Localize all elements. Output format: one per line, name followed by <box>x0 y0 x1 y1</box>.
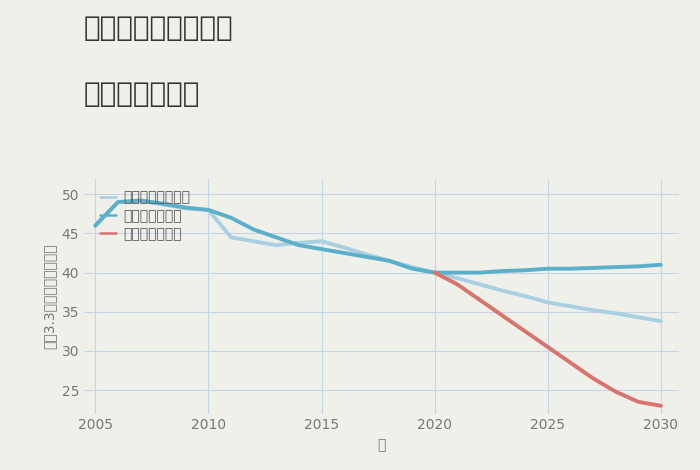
ノーマルシナリオ <box>476 282 484 287</box>
バッドシナリオ <box>498 313 507 319</box>
グッドシナリオ <box>476 270 484 275</box>
ノーマルシナリオ <box>498 288 507 293</box>
ノーマルシナリオ <box>657 318 665 324</box>
ノーマルシナリオ <box>612 311 620 316</box>
Line: バッドシナリオ: バッドシナリオ <box>435 273 661 406</box>
ノーマルシナリオ <box>544 299 552 305</box>
バッドシナリオ <box>566 360 575 366</box>
バッドシナリオ <box>430 270 439 275</box>
ノーマルシナリオ <box>272 243 281 248</box>
ノーマルシナリオ <box>521 293 529 299</box>
グッドシナリオ <box>295 243 303 248</box>
ノーマルシナリオ <box>589 307 597 313</box>
ノーマルシナリオ <box>453 275 461 281</box>
バッドシナリオ <box>634 399 643 405</box>
ノーマルシナリオ <box>317 238 326 244</box>
グッドシナリオ <box>272 235 281 240</box>
グッドシナリオ <box>612 264 620 270</box>
Line: ノーマルシナリオ: ノーマルシナリオ <box>95 201 661 321</box>
グッドシナリオ <box>181 205 190 211</box>
グッドシナリオ <box>498 268 507 274</box>
Line: グッドシナリオ: グッドシナリオ <box>95 201 661 273</box>
グッドシナリオ <box>317 246 326 252</box>
グッドシナリオ <box>113 199 122 205</box>
グッドシナリオ <box>566 266 575 272</box>
Text: 兵庫県姫路市八代の: 兵庫県姫路市八代の <box>84 14 234 42</box>
X-axis label: 年: 年 <box>377 438 386 452</box>
ノーマルシナリオ <box>634 314 643 320</box>
ノーマルシナリオ <box>363 252 371 258</box>
グッドシナリオ <box>363 254 371 260</box>
ノーマルシナリオ <box>340 245 349 251</box>
グッドシナリオ <box>249 227 258 232</box>
ノーマルシナリオ <box>408 264 416 270</box>
グッドシナリオ <box>657 262 665 267</box>
バッドシナリオ <box>476 297 484 303</box>
バッドシナリオ <box>589 376 597 381</box>
グッドシナリオ <box>521 267 529 273</box>
ノーマルシナリオ <box>566 304 575 309</box>
グッドシナリオ <box>227 215 235 220</box>
グッドシナリオ <box>159 201 167 206</box>
ノーマルシナリオ <box>295 240 303 246</box>
グッドシナリオ <box>634 264 643 269</box>
グッドシナリオ <box>136 198 145 204</box>
グッドシナリオ <box>544 266 552 272</box>
Text: 土地の価格推移: 土地の価格推移 <box>84 80 200 108</box>
グッドシナリオ <box>453 270 461 275</box>
グッドシナリオ <box>589 265 597 271</box>
バッドシナリオ <box>453 282 461 287</box>
バッドシナリオ <box>544 344 552 350</box>
バッドシナリオ <box>521 329 529 334</box>
ノーマルシナリオ <box>181 205 190 211</box>
Y-axis label: 坪（3.3㎡）単価（万円）: 坪（3.3㎡）単価（万円） <box>42 243 56 349</box>
ノーマルシナリオ <box>159 202 167 207</box>
ノーマルシナリオ <box>136 198 145 204</box>
グッドシナリオ <box>204 207 213 213</box>
ノーマルシナリオ <box>204 207 213 213</box>
ノーマルシナリオ <box>430 270 439 275</box>
グッドシナリオ <box>91 223 99 228</box>
ノーマルシナリオ <box>385 258 393 264</box>
グッドシナリオ <box>340 250 349 256</box>
ノーマルシナリオ <box>227 235 235 240</box>
バッドシナリオ <box>612 389 620 394</box>
グッドシナリオ <box>385 258 393 264</box>
バッドシナリオ <box>657 403 665 408</box>
ノーマルシナリオ <box>113 199 122 205</box>
Legend: ノーマルシナリオ, グッドシナリオ, バッドシナリオ: ノーマルシナリオ, グッドシナリオ, バッドシナリオ <box>97 188 193 244</box>
ノーマルシナリオ <box>91 223 99 228</box>
ノーマルシナリオ <box>249 238 258 244</box>
グッドシナリオ <box>430 270 439 275</box>
グッドシナリオ <box>408 266 416 272</box>
